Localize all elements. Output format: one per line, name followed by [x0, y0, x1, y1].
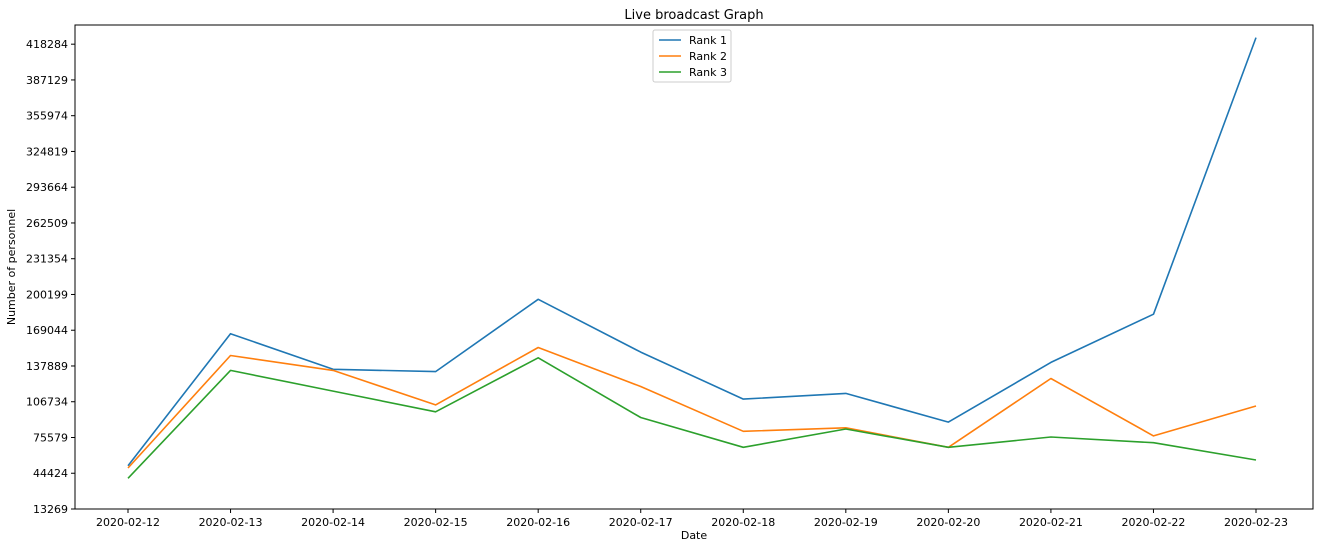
- y-tick-label: 13269: [33, 503, 68, 516]
- plot-area: 13269 44424 75579 106734 137889 169044 200199 2…: [26, 24, 1314, 529]
- y-tick-label: 169044: [26, 324, 68, 337]
- y-tick-label: 293664: [26, 181, 68, 194]
- chart-title: Live broadcast Graph: [624, 8, 763, 23]
- x-axis-label: Date: [681, 529, 708, 542]
- y-tick-label: 355974: [26, 110, 68, 123]
- series-line-rank-3: [127, 356, 1257, 479]
- x-tick-label: 2020-02-18: [711, 516, 775, 529]
- y-tick-label: 262509: [26, 217, 68, 230]
- x-tick-label: 2020-02-23: [1224, 516, 1288, 529]
- y-axis-label: Number of personnel: [5, 209, 18, 325]
- y-tick-label: 137889: [26, 360, 68, 373]
- y-tick-label: 44424: [33, 467, 68, 480]
- x-tick-label: 2020-02-16: [506, 516, 570, 529]
- x-tick-label: 2020-02-15: [404, 516, 468, 529]
- y-tick-label: 418284: [26, 38, 68, 51]
- legend-label: Rank 2: [689, 50, 727, 63]
- x-tick-label: 2020-02-19: [814, 516, 878, 529]
- plot-frame: [74, 24, 1314, 510]
- x-tick-label: 2020-02-20: [916, 516, 980, 529]
- legend-label: Rank 1: [689, 34, 727, 47]
- x-tick-label: 2020-02-13: [199, 516, 263, 529]
- x-tick-label: 2020-02-21: [1019, 516, 1083, 529]
- y-tick-label: 106734: [26, 396, 68, 409]
- x-tick-label: 2020-02-12: [96, 516, 160, 529]
- series-line-rank-1: [127, 37, 1257, 467]
- legend: Rank 1 Rank 2 Rank 3: [652, 29, 732, 83]
- y-tick-label: 231354: [26, 253, 68, 266]
- legend-label: Rank 3: [689, 66, 727, 79]
- x-tick-label: 2020-02-22: [1121, 516, 1185, 529]
- y-tick-label: 200199: [26, 288, 68, 301]
- series-line-rank-2: [127, 346, 1257, 469]
- legend-box: [652, 29, 732, 83]
- y-tick-label: 387129: [26, 74, 68, 87]
- y-tick-label: 324819: [26, 145, 68, 158]
- y-tick-label: 75579: [33, 431, 68, 444]
- x-tick-label: 2020-02-17: [609, 516, 673, 529]
- x-tick-label: 2020-02-14: [301, 516, 365, 529]
